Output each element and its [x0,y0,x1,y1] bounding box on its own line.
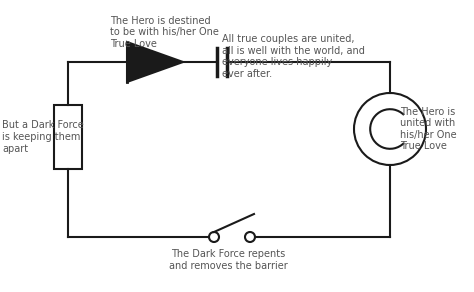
Text: But a Dark Force
is keeping them
apart: But a Dark Force is keeping them apart [2,120,84,154]
Text: The Hero is
united with
his/her One
True Love: The Hero is united with his/her One True… [400,107,456,151]
Text: The Dark Force repents
and removes the barrier: The Dark Force repents and removes the b… [169,249,287,271]
Text: All true couples are united,
all is well with the world, and
everyone lives happ: All true couples are united, all is well… [222,34,365,79]
Polygon shape [127,42,183,82]
Bar [54,105,82,169]
Text: The Hero is destined
to be with his/her One
True Love: The Hero is destined to be with his/her … [110,16,219,49]
